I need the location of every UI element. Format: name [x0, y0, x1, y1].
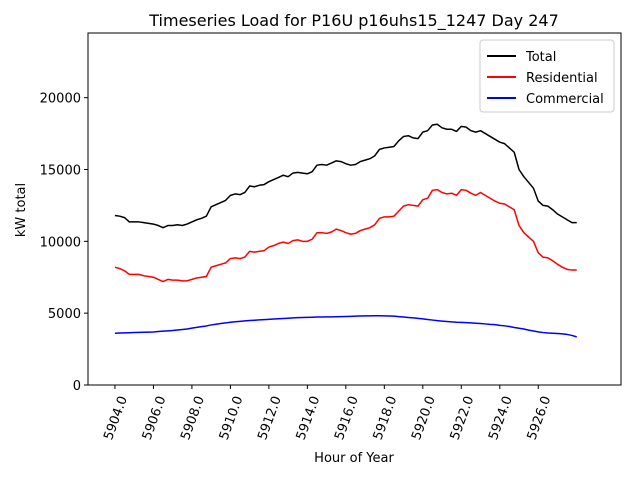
legend: Total Residential Commercial — [479, 39, 615, 113]
series-line-residential — [114, 188, 577, 283]
x-axis-label: Hour of Year — [314, 451, 394, 466]
y-axis-label: kW total — [14, 183, 29, 237]
legend-label-total: Total — [525, 50, 556, 65]
series-line-total — [114, 123, 577, 229]
y-axis-ticks: 0 5000 10000 15000 20000 — [40, 92, 88, 394]
y-tick-label: 10000 — [40, 235, 81, 250]
y-tick-label: 15000 — [40, 163, 81, 178]
y-tick-label: 5000 — [48, 307, 81, 322]
y-tick-label: 20000 — [40, 92, 81, 107]
chart-title: Timeseries Load for P16U p16uhs15_1247 D… — [148, 11, 559, 31]
plot-frame — [87, 32, 622, 386]
y-tick-label: 0 — [73, 379, 81, 394]
legend-box — [479, 39, 615, 113]
legend-label-commercial: Commercial — [526, 92, 604, 107]
series-line-commercial — [114, 315, 577, 338]
series-lines — [114, 123, 577, 338]
legend-label-residential: Residential — [526, 71, 598, 86]
